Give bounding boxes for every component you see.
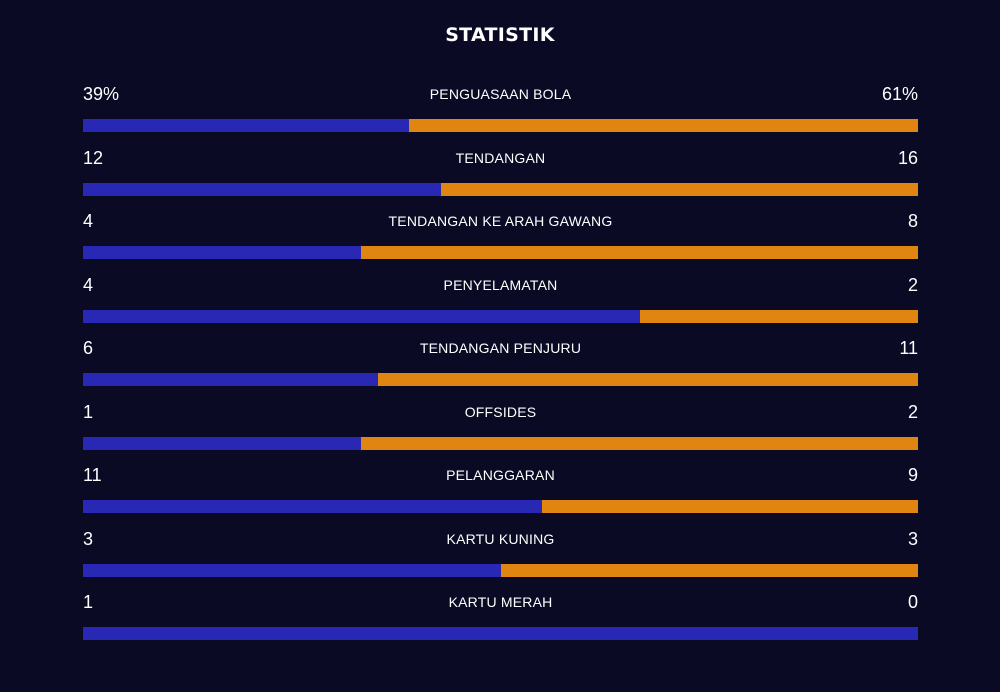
home-bar	[83, 436, 362, 450]
stat-label: OFFSIDES	[464, 403, 537, 420]
stat-comparison-bar	[83, 309, 918, 323]
home-value: 11	[83, 465, 102, 485]
stat-row: 1 KARTU MERAH 0	[83, 588, 918, 652]
away-bar	[500, 563, 918, 577]
stat-label: PENGUASAAN BOLA	[429, 86, 572, 102]
statistics-title: STATISTIK	[445, 24, 555, 46]
home-value: 4	[83, 274, 94, 295]
away-bar	[361, 436, 918, 450]
away-value: 11	[899, 338, 918, 358]
stat-row: 12 TENDANGAN 16	[83, 144, 918, 208]
home-bar	[83, 627, 918, 640]
away-bar	[639, 309, 918, 323]
home-bar	[83, 563, 501, 577]
stat-row: 11 PELANGGARAN 9	[83, 461, 918, 525]
home-value: 4	[83, 211, 94, 231]
home-bar	[83, 246, 362, 259]
stat-row: 6 TENDANGAN PENJURU 11	[83, 334, 918, 398]
stat-row: 4 TENDANGAN KE ARAH GAWANG 8	[83, 207, 918, 271]
home-bar	[83, 373, 378, 386]
stat-comparison-bar	[83, 436, 918, 450]
stat-comparison-bar	[83, 119, 918, 132]
stat-label: PELANGGARAN	[446, 467, 555, 483]
stat-label: KARTU MERAH	[448, 594, 553, 610]
stat-label: TENDANGAN	[455, 149, 546, 166]
stat-comparison-bar	[83, 563, 918, 577]
stat-label: KARTU KUNING	[446, 530, 555, 547]
away-value: 2	[907, 401, 918, 422]
stat-label: TENDANGAN PENJURU	[419, 340, 582, 356]
away-value: 16	[897, 147, 918, 168]
stat-label: PENYELAMATAN	[443, 276, 558, 293]
home-bar	[83, 500, 543, 513]
stat-row: 3 KARTU KUNING 3	[83, 525, 918, 589]
home-value: 1	[83, 592, 94, 612]
home-value: 39%	[83, 84, 120, 104]
stat-label: TENDANGAN KE ARAH GAWANG	[388, 213, 613, 229]
away-value: 9	[907, 465, 918, 485]
away-bar	[542, 500, 918, 513]
away-value: 8	[907, 211, 918, 231]
stat-row: 4 PENYELAMATAN 2	[83, 271, 918, 335]
stat-row: 39% PENGUASAAN BOLA 61%	[83, 80, 918, 144]
stat-comparison-bar	[83, 182, 918, 196]
home-value: 1	[83, 401, 94, 422]
away-bar	[440, 182, 918, 196]
away-value: 3	[907, 528, 918, 549]
away-bar	[408, 119, 918, 132]
stat-comparison-bar	[83, 246, 918, 259]
home-value: 3	[83, 528, 94, 549]
home-value: 12	[83, 147, 104, 168]
stat-row: 1 OFFSIDES 2	[83, 398, 918, 462]
home-bar	[83, 182, 441, 196]
stats-list: 39% PENGUASAAN BOLA 61% 12 TENDANGAN 16 4 TENDA…	[83, 80, 918, 652]
home-value: 6	[83, 338, 94, 358]
away-value: 61%	[881, 84, 918, 104]
away-bar	[377, 373, 918, 386]
away-value: 0	[907, 592, 918, 612]
away-bar	[361, 246, 918, 259]
stat-comparison-bar	[83, 373, 918, 386]
stat-comparison-bar	[83, 627, 918, 640]
away-value: 2	[907, 274, 918, 295]
home-bar	[83, 119, 409, 132]
stat-comparison-bar	[83, 500, 918, 513]
home-bar	[83, 309, 640, 323]
